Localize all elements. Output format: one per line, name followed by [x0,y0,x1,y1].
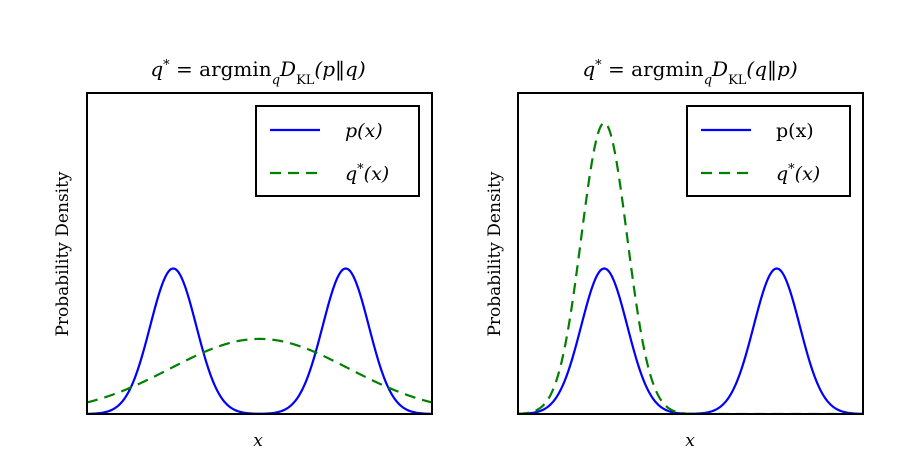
panel-left-axes-frame [86,92,433,415]
panel-right-xlabel: x [685,431,695,451]
panel-right-legend: p(x) q*(x) [686,105,851,197]
panel-right-ylabel: Probability Density [485,171,505,336]
panel-left-legend-box [255,105,420,197]
panel-left-legend: p(x) q*(x) [255,105,420,197]
panel-left-series-q-star [87,337,432,404]
panel-right: q* = argminqDKL(q‖p) Probability Density… [485,57,864,451]
panel-right-legend-label-p: p(x) [776,120,814,142]
panel-left-ylabel: Probability Density [53,171,73,336]
panel-right-legend-label-q-star: q*(x) [776,162,820,186]
panel-right-legend-box [686,105,851,197]
panel-left-title: q* = argminqDKL(p‖q) [150,57,365,88]
panel-left-legend-label-q-star: q*(x) [345,162,389,186]
panel-left-series-p [87,267,432,414]
panel-left: q* = argminqDKL(p‖q) Probability Density… [53,57,433,451]
panel-right-series-p [518,267,863,414]
panel-right-axes-frame [517,92,864,415]
panel-right-title: q* = argminqDKL(q‖p) [582,57,797,88]
panel-left-legend-label-p: p(x) [345,120,383,142]
panel-left-xlabel: x [253,431,263,451]
